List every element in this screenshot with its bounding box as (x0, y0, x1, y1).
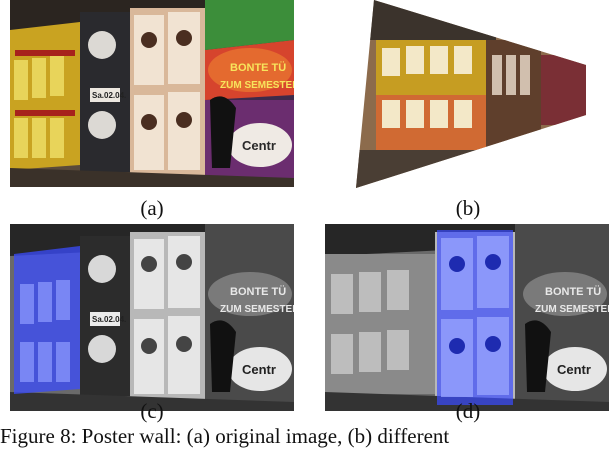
panel-d-label: (d) (455, 399, 481, 423)
panel-b-label: (b) (455, 196, 481, 220)
panel-b-photo (356, 0, 586, 190)
panel-c-label: (c) (140, 399, 164, 423)
panel-d-photo: BONTE TÜ ZUM SEMESTER Centr (325, 224, 609, 411)
poster-bonte-text-d: BONTE TÜ (545, 285, 601, 298)
figure-caption-text: Figure 8: Poster wall: (a) original imag… (0, 424, 450, 448)
poster-centr-text-c: Centr (242, 362, 276, 377)
poster-semester-text-d: ZUM SEMESTER (535, 304, 609, 315)
poster-bonte-text: BONTE TÜ (230, 61, 286, 74)
panel-c-image: Sa.02.04. BONTE TÜ ZUM SEMESTER Centr (10, 224, 294, 411)
panel-d-image: BONTE TÜ ZUM SEMESTER Centr (325, 224, 609, 411)
poster-semester-text: ZUM SEMESTER (220, 80, 294, 91)
poster-bonte-text-c: BONTE TÜ (230, 285, 286, 298)
panel-a-photo: Sa.02.04. BONTE TÜ ZUM SEMESTER Centr (10, 0, 294, 187)
poster-semester-text-c: ZUM SEMESTER (220, 304, 294, 315)
panel-a-image: Sa.02.04. BONTE TÜ ZUM SEMESTER Centr (10, 0, 294, 187)
poster-date-text: Sa.02.04. (92, 91, 126, 100)
poster-centr-text-d: Centr (557, 362, 591, 377)
panel-c-photo: Sa.02.04. BONTE TÜ ZUM SEMESTER Centr (10, 224, 294, 411)
poster-centr-text: Centr (242, 138, 276, 153)
figure-caption: Figure 8: Poster wall: (a) original imag… (0, 424, 615, 454)
poster-date-text-c: Sa.02.04. (92, 315, 126, 324)
panel-b-image (356, 0, 586, 190)
panel-a-label: (a) (140, 196, 164, 220)
